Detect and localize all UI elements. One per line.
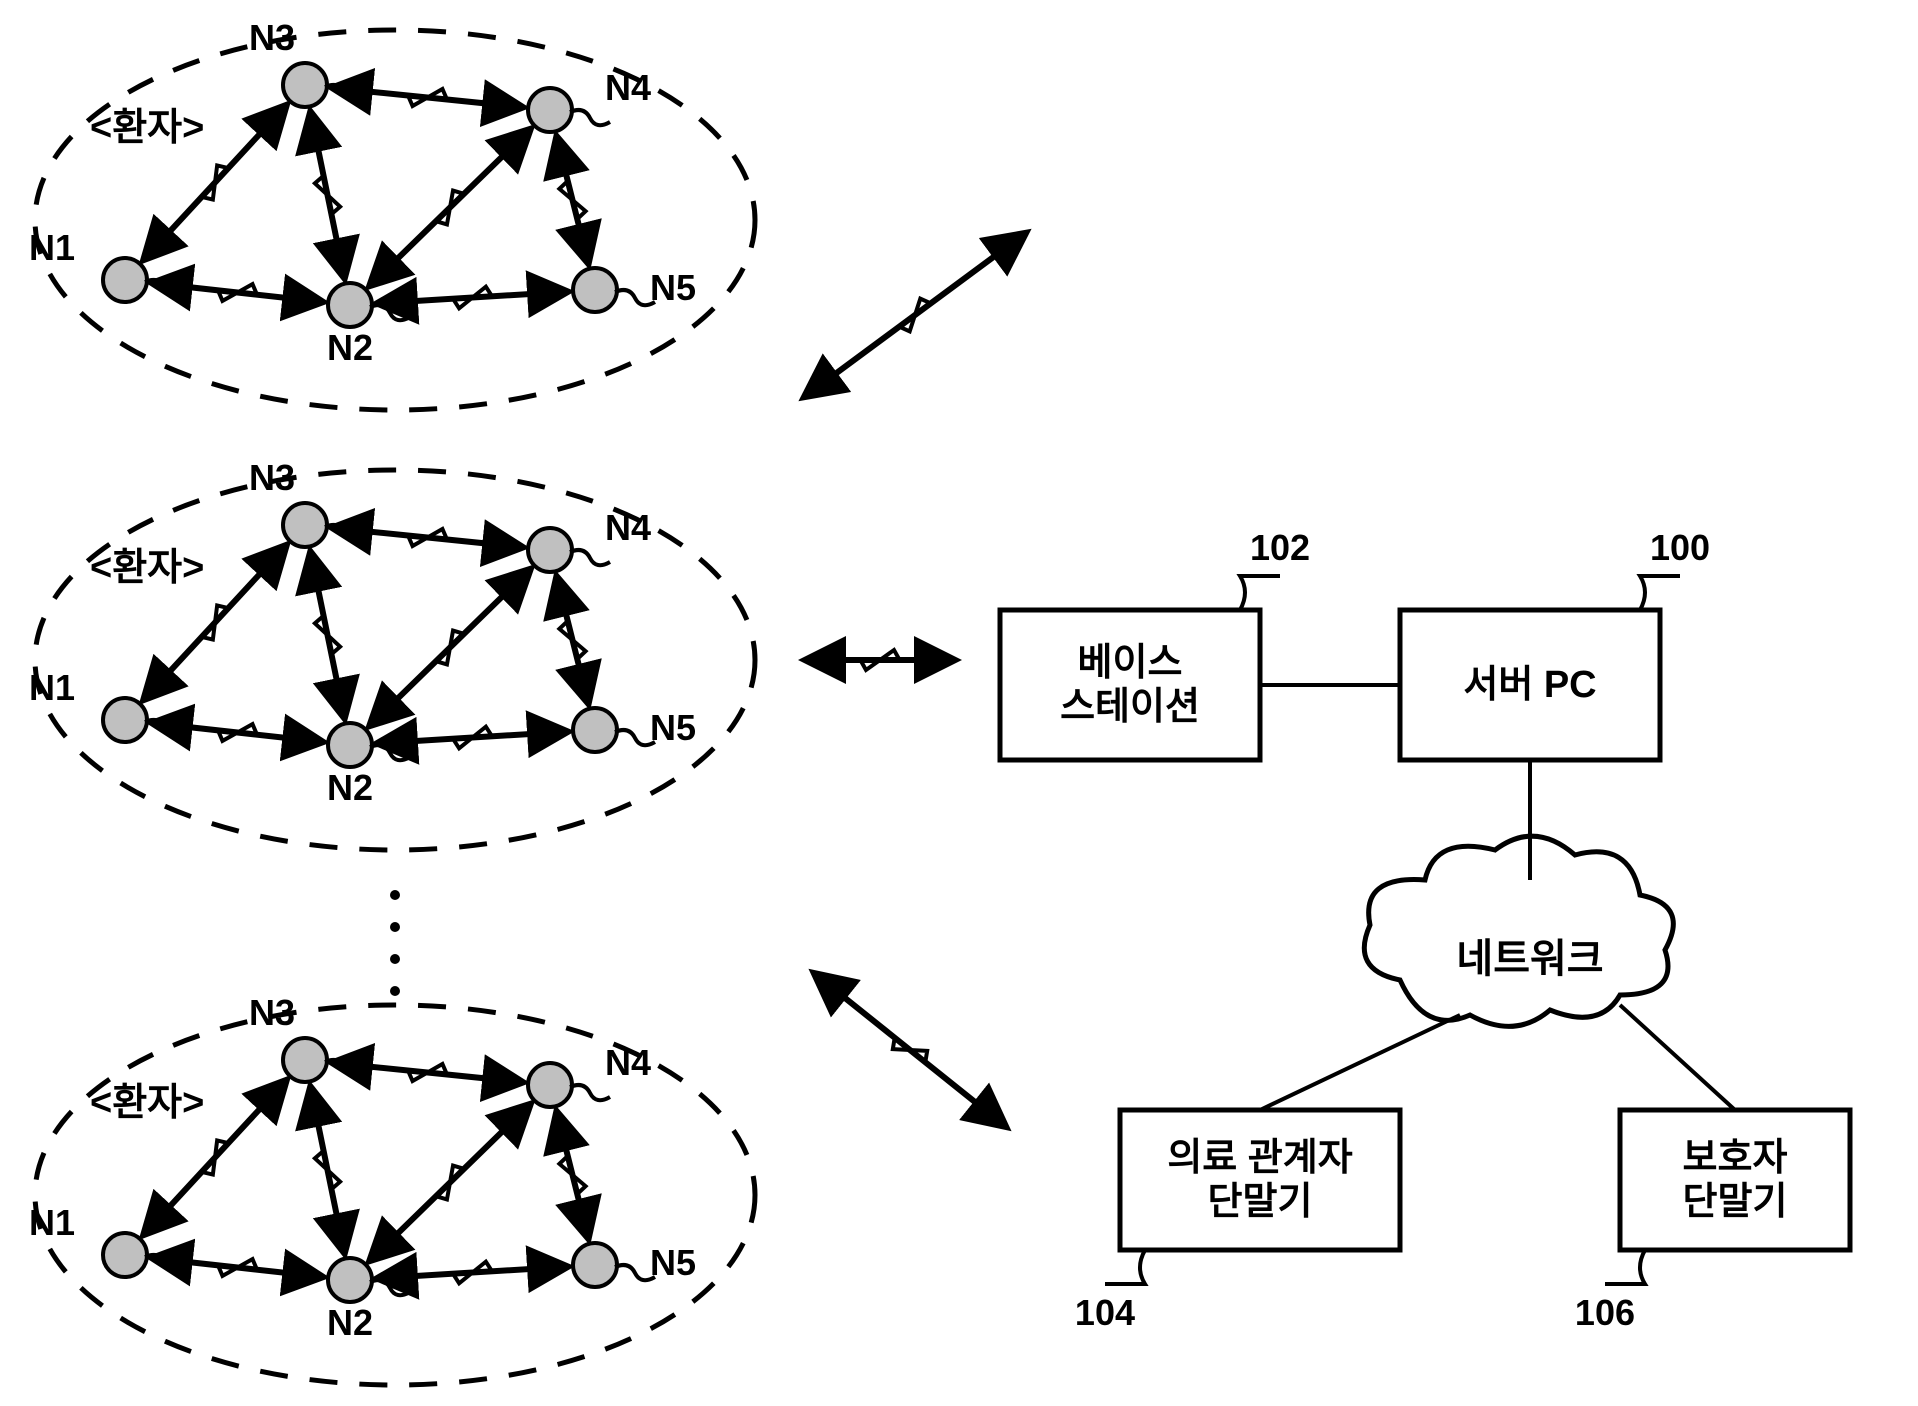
node-label-N4: N4 — [605, 1042, 651, 1083]
node-label-N1: N1 — [29, 227, 75, 268]
svg-text:102: 102 — [1250, 527, 1310, 568]
patient-cluster: <환자> N1 N2 N3 N4 N5 — [29, 17, 755, 410]
svg-text:104: 104 — [1075, 1292, 1135, 1333]
base-station-box-label: 스테이션 — [1060, 686, 1200, 728]
node-label-N5: N5 — [650, 267, 696, 308]
medical-terminal-box-label: 의료 관계자 — [1167, 1137, 1352, 1179]
guardian-terminal-box-label: 단말기 — [1683, 1181, 1788, 1223]
svg-text:<환자>: <환자> — [90, 547, 204, 589]
node-label-N1: N1 — [29, 1202, 75, 1243]
node-label-N5: N5 — [650, 707, 696, 748]
node-label-N5: N5 — [650, 1242, 696, 1283]
ref-106: 106 — [1575, 1250, 1645, 1333]
ref-100: 100 — [1640, 527, 1710, 610]
medical-terminal-box-label: 단말기 — [1208, 1181, 1313, 1223]
network-cloud-label: 네트워크 — [1456, 937, 1603, 981]
server-pc-box: 서버 PC — [1400, 610, 1660, 760]
svg-text:<환자>: <환자> — [90, 1082, 204, 1124]
network-cloud: 네트워크 — [1364, 836, 1673, 1026]
patient-cluster: <환자> N1 N2 N3 N4 N5 — [29, 992, 755, 1385]
node-label-N3: N3 — [249, 992, 295, 1033]
node-label-N4: N4 — [605, 507, 651, 548]
node-label-N2: N2 — [327, 327, 373, 368]
svg-text:100: 100 — [1650, 527, 1710, 568]
server-pc-box-label: 서버 PC — [1463, 664, 1596, 706]
base-station-box-label: 베이스 — [1078, 642, 1183, 684]
ref-104: 104 — [1075, 1250, 1145, 1333]
medical-terminal-box: 의료 관계자단말기 — [1120, 1110, 1400, 1250]
node-label-N4: N4 — [605, 67, 651, 108]
base-station-box: 베이스스테이션 — [1000, 610, 1260, 760]
node-label-N1: N1 — [29, 667, 75, 708]
node-label-N2: N2 — [327, 1302, 373, 1343]
diagram-root: <환자> N1 N2 N3 N4 N5 <환자> N1 N2 N3 N4 N5 <환자> N1 N2 N3 N4… — [0, 0, 1918, 1406]
svg-text:106: 106 — [1575, 1292, 1635, 1333]
ref-102: 102 — [1240, 527, 1310, 610]
svg-text:<환자>: <환자> — [90, 107, 204, 149]
patient-cluster: <환자> N1 N2 N3 N4 N5 — [29, 457, 755, 850]
ellipsis-dots — [390, 890, 400, 996]
guardian-terminal-box: 보호자단말기 — [1620, 1110, 1850, 1250]
guardian-terminal-box-label: 보호자 — [1683, 1137, 1788, 1179]
node-label-N2: N2 — [327, 767, 373, 808]
node-label-N3: N3 — [249, 457, 295, 498]
node-label-N3: N3 — [249, 17, 295, 58]
